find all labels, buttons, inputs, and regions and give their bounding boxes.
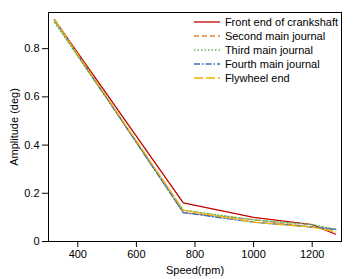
svg-text:Amplitude (deg): Amplitude (deg)	[8, 88, 20, 166]
svg-text:0: 0	[33, 235, 39, 247]
svg-text:Speed(rpm): Speed(rpm)	[166, 264, 224, 276]
html-text:Second main journal: Second main journal	[224, 30, 326, 42]
svg-text:0.4: 0.4	[24, 139, 39, 151]
html-text:Third main journal: Third main journal	[224, 44, 313, 56]
svg-text:1000: 1000	[241, 248, 265, 260]
html-text:Front end of crankshaft: Front end of crankshaft	[224, 16, 338, 28]
svg-text:0.8: 0.8	[24, 42, 39, 54]
svg-text:1200: 1200	[300, 248, 324, 260]
svg-text:600: 600	[127, 248, 145, 260]
svg-text:0.2: 0.2	[24, 187, 39, 199]
svg-text:800: 800	[186, 248, 204, 260]
html-text:Fourth main journal: Fourth main journal	[224, 58, 320, 70]
html-text:Flywheel end: Flywheel end	[224, 72, 290, 84]
svg-text:0.6: 0.6	[24, 90, 39, 102]
svg-text:400: 400	[69, 248, 87, 260]
